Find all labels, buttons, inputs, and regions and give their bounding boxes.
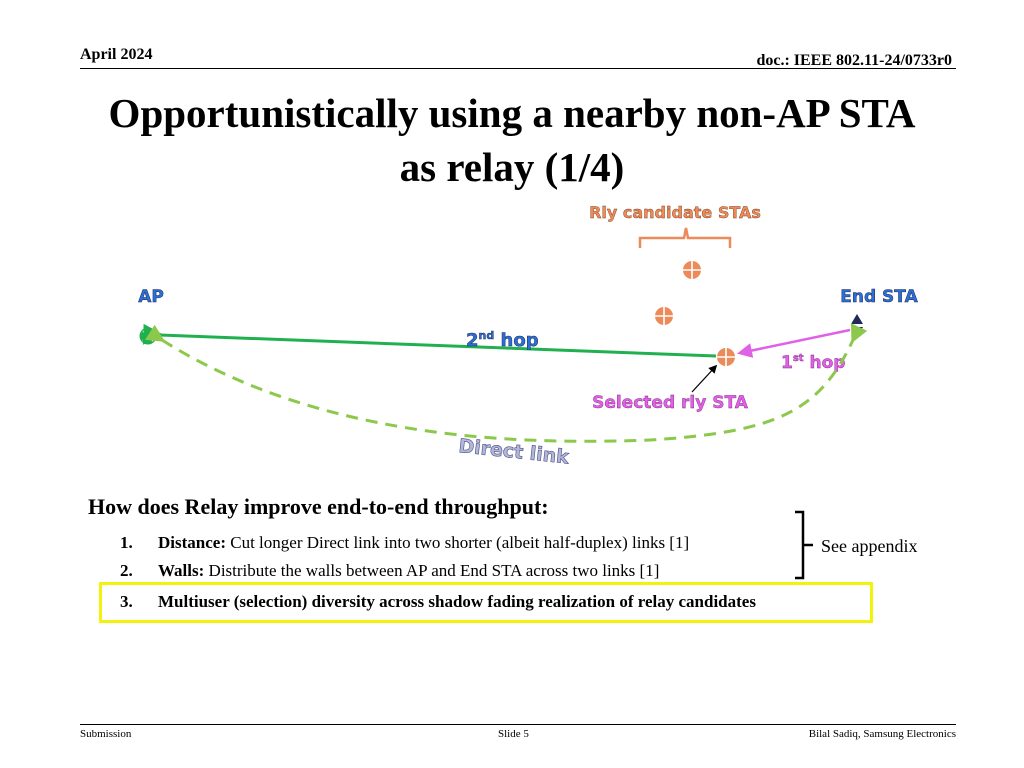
footer-submission: Submission	[80, 728, 132, 740]
list-item: 1. Distance: Cut longer Direct link into …	[120, 533, 689, 553]
footer-divider	[80, 724, 956, 725]
first-hop-link	[737, 328, 851, 358]
relay-candidates-bracket	[638, 227, 732, 248]
throughput-question: How does Relay improve end-to-end throug…	[88, 494, 549, 519]
list-item-number: 1.	[120, 533, 133, 552]
list-item: 3. Multiuser (selection) diversity across…	[120, 592, 756, 612]
highlight-box	[99, 582, 873, 623]
footer-author: Bilal Sadiq, Samsung Electronics	[808, 728, 956, 740]
list-item-number: 3.	[120, 592, 133, 611]
selected-relay-label: Selected rly STA	[592, 393, 749, 413]
selected-relay-pointer	[691, 364, 718, 393]
list-item-keyword: Walls:	[158, 561, 205, 580]
end-sta-icon	[851, 314, 863, 337]
first-hop-label: 1st hop	[781, 353, 845, 373]
selected-relay-icon	[717, 348, 735, 366]
list-item: 2. Walls: Distribute the walls between AP…	[120, 561, 659, 581]
slide-title-line2: as relay (1/4)	[399, 144, 625, 190]
slide-title-line1: Opportunistically using a nearby non-AP …	[108, 90, 916, 136]
header-date: April 2024	[80, 46, 153, 63]
relay-candidate-icon	[683, 261, 701, 279]
relay-candidate-icon	[655, 307, 673, 325]
list-item-text: Multiuser (selection) diversity across s…	[158, 592, 756, 611]
header-doc-id: doc.: IEEE 802.11-24/0733r0	[756, 52, 952, 69]
ap-icon	[139, 327, 157, 345]
appendix-note: See appendix	[821, 536, 918, 556]
end-sta-label: End STA	[840, 287, 918, 307]
relay-candidates-label: Rly candidate STAs	[589, 203, 761, 222]
direct-link	[145, 323, 868, 443]
list-item-text: Distribute the walls between AP and End …	[204, 561, 660, 580]
footer-slide-number: Slide 5	[498, 728, 529, 740]
second-hop-label: 2nd hop	[466, 329, 539, 351]
second-hop-link	[142, 323, 717, 358]
list-item-number: 2.	[120, 561, 133, 580]
slide-title: Opportunistically using a nearby non-AP …	[60, 86, 964, 194]
list-item-keyword: Distance:	[158, 533, 226, 552]
ap-label: AP	[138, 287, 164, 307]
list-item-text: Cut longer Direct link into two shorter …	[225, 533, 690, 552]
appendix-brace	[795, 510, 813, 580]
header-divider	[80, 68, 956, 69]
